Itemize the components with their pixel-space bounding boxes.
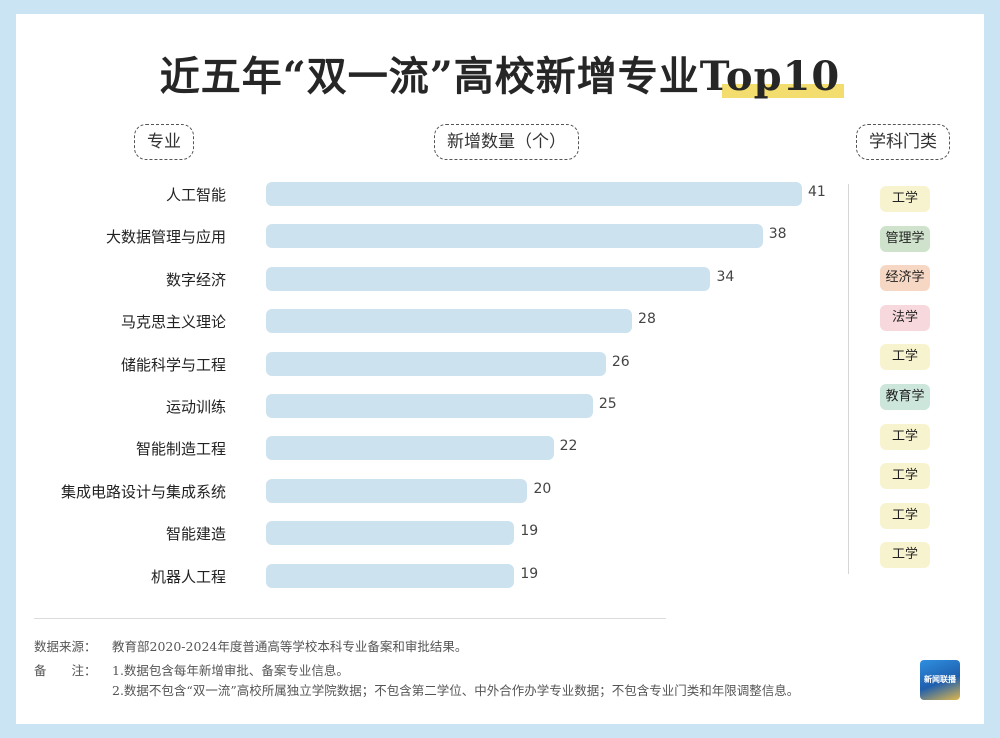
category-label: 集成电路设计与集成系统 — [60, 482, 226, 501]
note-1: 1.数据包含每年新增审批、备案专业信息。 — [112, 663, 349, 678]
news-logo: 新闻联播 — [920, 660, 960, 700]
header-major: 专业 — [134, 124, 194, 160]
bar — [266, 309, 633, 334]
footer-divider — [34, 618, 666, 619]
page-title: 近五年“双一流”高校新增专业Top10 — [159, 44, 845, 102]
bar — [266, 266, 711, 291]
discipline-badge: 工学 — [880, 186, 930, 212]
discipline-badge: 法学 — [880, 304, 930, 331]
bar — [266, 436, 554, 461]
bar — [266, 394, 593, 418]
value-label: 20 — [533, 480, 552, 497]
value-label: 34 — [716, 268, 735, 285]
bar — [266, 224, 763, 249]
category-label: 智能制造工程 — [135, 440, 226, 459]
discipline-badge: 工学 — [880, 423, 930, 450]
logo-text: 新闻联播 — [924, 675, 956, 684]
value-label: 41 — [808, 184, 826, 200]
bar — [266, 351, 606, 376]
bar — [266, 478, 528, 503]
source-text: 教育部2020-2024年度普通高等学校本科专业备案和审批结果。 — [112, 639, 468, 654]
value-label: 38 — [768, 226, 787, 243]
header-count: 新增数量（个） — [434, 124, 579, 160]
discipline-badge: 工学 — [880, 502, 930, 529]
header-discipline: 学科门类 — [856, 124, 950, 160]
value-label: 22 — [559, 438, 578, 455]
bar — [266, 563, 515, 588]
discipline-badge: 经济学 — [880, 265, 930, 292]
category-label: 人工智能 — [165, 186, 226, 204]
title-highlight — [722, 84, 845, 98]
discipline-badge: 教育学 — [880, 384, 930, 410]
category-label: 数字经济 — [165, 270, 226, 289]
bar — [266, 182, 802, 206]
discipline-badge: 管理学 — [880, 225, 930, 252]
category-label: 储能科学与工程 — [120, 355, 226, 374]
note-2: 2.数据不包含“双一流”高校所属独立学院数据；不包含第二学位、中外合作办学专业数… — [112, 683, 800, 698]
discipline-badge: 工学 — [880, 344, 930, 371]
bar — [266, 521, 515, 546]
category-label: 机器人工程 — [150, 567, 226, 586]
category-label: 大数据管理与应用 — [105, 228, 226, 247]
category-label: 智能建造 — [165, 525, 226, 544]
title-wrap: 近五年“双一流”高校新增专业Top10 — [16, 44, 984, 102]
infographic-card: 近五年“双一流”高校新增专业Top10 专业 新增数量（个） 学科门类 人工智能… — [16, 14, 984, 724]
notes-label: 备 注： — [34, 663, 97, 678]
value-label: 19 — [520, 523, 539, 540]
discipline-badge: 工学 — [880, 463, 930, 490]
discipline-badge: 工学 — [880, 542, 930, 569]
value-label: 26 — [611, 353, 630, 370]
title-text: 近五年“双一流”高校新增专业Top10 — [159, 53, 841, 100]
value-label: 19 — [520, 565, 539, 582]
source-label: 数据来源： — [34, 639, 97, 654]
category-label: 运动训练 — [165, 398, 226, 416]
value-label: 25 — [598, 396, 617, 412]
column-divider — [848, 184, 849, 574]
value-label: 28 — [638, 311, 656, 328]
category-label: 马克思主义理论 — [120, 313, 226, 332]
